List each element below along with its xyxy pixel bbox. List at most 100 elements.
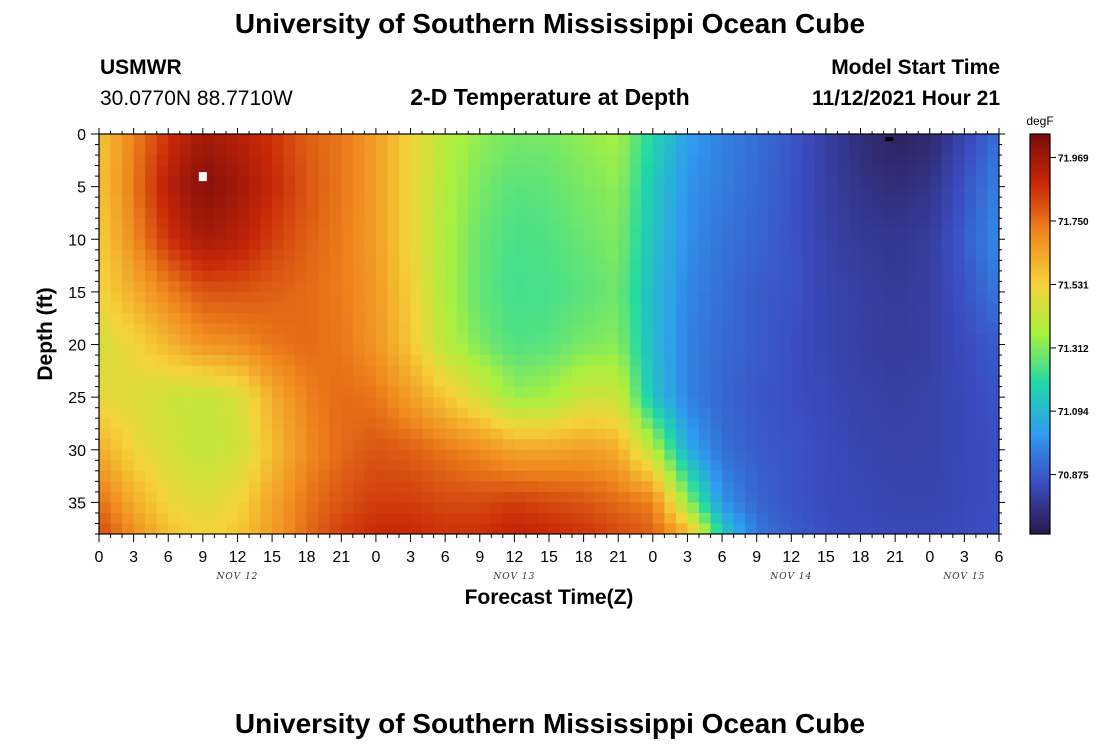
heatmap-cell <box>745 155 758 167</box>
heatmap-cell <box>352 239 365 251</box>
heatmap-cell <box>987 449 999 461</box>
heatmap-cell <box>664 481 677 493</box>
heatmap-cell <box>514 407 527 419</box>
heatmap-cell <box>929 186 942 198</box>
heatmap-cell <box>168 228 181 240</box>
heatmap-cell <box>468 228 481 240</box>
heatmap-cell <box>929 165 942 177</box>
heatmap-cell <box>156 302 169 314</box>
heatmap-cell <box>375 439 389 451</box>
heatmap-cell <box>410 491 423 504</box>
heatmap-cell <box>814 144 827 156</box>
heatmap-cell <box>249 449 262 461</box>
heatmap-cell <box>895 418 908 430</box>
heatmap-cell <box>491 312 504 325</box>
heatmap-cell <box>110 186 123 198</box>
heatmap-cell <box>606 449 619 461</box>
heatmap-cell <box>145 176 158 188</box>
heatmap-cell <box>825 460 839 472</box>
heatmap-cell <box>479 428 492 440</box>
heatmap-cell <box>929 449 942 461</box>
heatmap-cell <box>687 281 700 293</box>
heatmap-cell <box>745 386 758 398</box>
heatmap-cell <box>872 418 885 430</box>
heatmap-cell <box>491 481 504 493</box>
heatmap-cell <box>433 470 446 482</box>
heatmap-cell <box>410 376 423 388</box>
heatmap-cell <box>733 512 746 525</box>
heatmap-cell <box>249 460 262 472</box>
heatmap-cell <box>468 302 481 314</box>
heatmap-cell <box>399 449 412 461</box>
heatmap-cell <box>906 155 919 167</box>
heatmap-cell <box>699 239 712 251</box>
heatmap-cell <box>583 481 596 493</box>
heatmap-cell <box>156 491 169 504</box>
heatmap-cell <box>802 207 815 219</box>
heatmap-cell <box>99 439 112 451</box>
heatmap-cell <box>710 397 723 409</box>
heatmap-cell <box>941 344 954 356</box>
heatmap-cell <box>364 355 377 367</box>
heatmap-cell <box>410 312 423 325</box>
heatmap-cell <box>606 502 619 514</box>
heatmap-cell <box>849 460 862 472</box>
heatmap-cell <box>375 502 389 514</box>
heatmap-cell <box>883 365 896 377</box>
heatmap-cell <box>283 239 296 251</box>
heatmap-cell <box>791 249 804 261</box>
heatmap-cell <box>249 502 262 514</box>
heatmap-cell <box>237 428 250 440</box>
heatmap-cell <box>918 302 931 314</box>
heatmap-cell <box>283 291 296 304</box>
heatmap-cell <box>445 270 458 282</box>
heatmap-cell <box>710 386 723 398</box>
heatmap-cell <box>745 312 758 325</box>
heatmap-cell <box>283 491 296 504</box>
heatmap-cell <box>249 344 262 356</box>
heatmap-cell <box>491 386 504 398</box>
heatmap-cell <box>722 270 735 282</box>
heatmap-cell <box>802 376 815 388</box>
heatmap-cell <box>525 386 539 398</box>
heatmap-cell <box>952 365 965 377</box>
heatmap-cell <box>733 186 746 198</box>
x-tick-label: 21 <box>886 549 904 566</box>
x-tick-label: 0 <box>95 549 104 566</box>
heatmap-cell <box>445 470 458 482</box>
heatmap-cell <box>941 197 954 209</box>
heatmap-cell <box>918 312 931 325</box>
heatmap-cell <box>652 134 665 146</box>
heatmap-cell <box>456 281 469 293</box>
heatmap-cell <box>779 397 792 409</box>
heatmap-cell <box>399 228 412 240</box>
heatmap-cell <box>872 439 885 451</box>
heatmap-cell <box>249 302 262 314</box>
heatmap-cell <box>710 281 723 293</box>
heatmap-cell <box>918 155 931 167</box>
heatmap-cell <box>99 144 112 156</box>
heatmap-cell <box>918 291 931 304</box>
heatmap-cell <box>883 470 896 482</box>
heatmap-cell <box>849 186 862 198</box>
heatmap-cell <box>410 449 423 461</box>
heatmap-cell <box>745 207 758 219</box>
heatmap-cell <box>329 449 342 461</box>
heatmap-cell <box>987 207 999 219</box>
heatmap-cell <box>318 239 331 251</box>
heatmap-cell <box>941 491 954 504</box>
heatmap-cell <box>399 523 412 534</box>
heatmap-cell <box>722 218 735 230</box>
heatmap-cell <box>468 481 481 493</box>
heatmap-cell <box>664 207 677 219</box>
heatmap-cell <box>214 270 227 282</box>
heatmap-cell <box>179 291 192 304</box>
heatmap-cell <box>837 449 850 461</box>
heatmap-cell <box>456 365 469 377</box>
heatmap-cell <box>122 355 135 367</box>
heatmap-cell <box>675 134 689 146</box>
heatmap-cell <box>260 291 273 304</box>
heatmap-cell <box>133 449 146 461</box>
heatmap-cell <box>779 249 792 261</box>
heatmap-cell <box>687 207 700 219</box>
